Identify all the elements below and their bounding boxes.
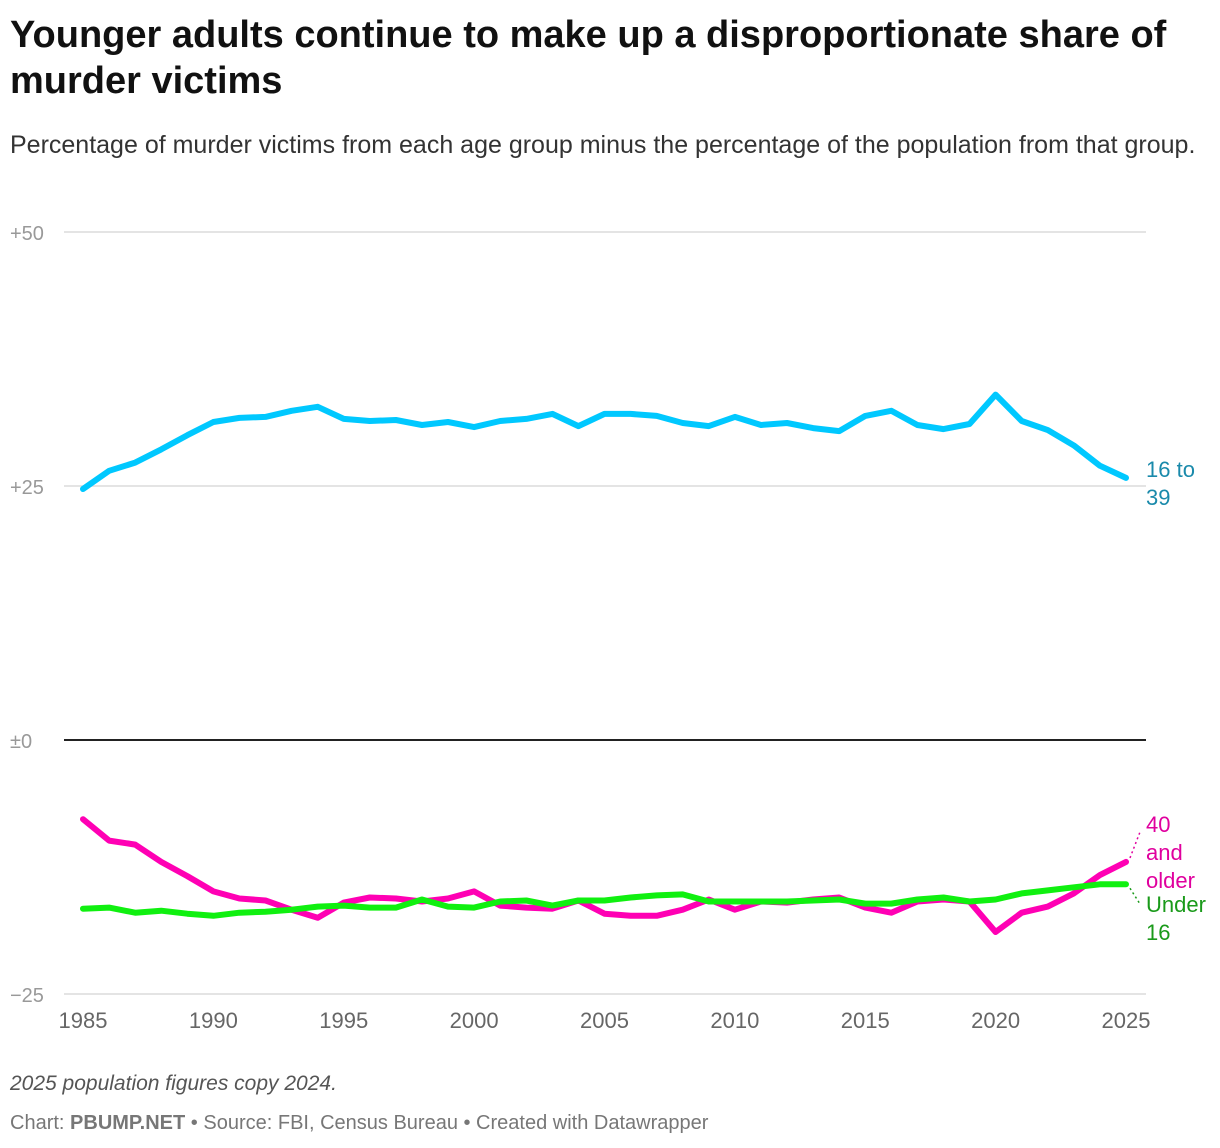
series-label-line: and <box>1146 840 1183 865</box>
x-tick-label: 2000 <box>450 1008 499 1033</box>
label-connector-under-16 <box>1129 887 1141 905</box>
series-label-line: Under <box>1146 892 1206 917</box>
y-tick-label: +25 <box>10 477 44 499</box>
x-tick-label: 2010 <box>710 1008 759 1033</box>
series-lines <box>80 391 1129 935</box>
series-label-line: older <box>1146 868 1195 893</box>
x-tick-label: 1990 <box>189 1008 238 1033</box>
credit-prefix: Chart: <box>10 1112 71 1134</box>
x-tick-label: 2005 <box>580 1008 629 1033</box>
footnote: 2025 population figures copy 2024. <box>10 1072 337 1095</box>
y-tick-label: +50 <box>10 223 44 245</box>
series-label-16-to-39: 16 to 39 <box>1146 457 1195 510</box>
series-label-line: 16 <box>1146 920 1170 945</box>
credit-line: Chart: PBUMP.NET • Source: FBI, Census B… <box>10 1112 708 1135</box>
series-line-under-16 <box>80 881 1129 919</box>
series-line-16-to-39 <box>80 391 1129 492</box>
credit-source: • Source: FBI, Census Bureau • Created w… <box>185 1112 709 1134</box>
x-tick-label: 2025 <box>1102 1008 1151 1033</box>
x-tick-label: 2015 <box>841 1008 890 1033</box>
grid-lines <box>64 231 1146 995</box>
credit-author: PBUMP.NET <box>70 1112 186 1134</box>
x-tick-label: 1985 <box>59 1008 108 1033</box>
x-tick-label: 2020 <box>971 1008 1020 1033</box>
series-label-line: 39 <box>1146 485 1170 510</box>
y-tick-label: −25 <box>10 985 44 1007</box>
chart-subtitle: Percentage of murder victims from each a… <box>10 131 1196 159</box>
series-label-line: 40 <box>1146 812 1170 837</box>
line-chart: +50 +25 ±0 −25 1985 1990 1995 2000 2005 2010 2015… <box>10 223 1206 1033</box>
series-label-line: 16 to <box>1146 457 1195 482</box>
y-tick-label: ±0 <box>10 731 32 753</box>
label-connector-40-and-older <box>1129 831 1141 859</box>
y-axis-ticks: +50 +25 ±0 −25 <box>10 223 44 1007</box>
chart-title: Younger adults continue to make up a dis… <box>10 14 1167 102</box>
series-label-under-16: Under 16 <box>1146 892 1206 945</box>
x-tick-label: 1995 <box>319 1008 368 1033</box>
series-label-40-and-older: 40 and older <box>1146 812 1195 893</box>
x-axis-ticks: 1985 1990 1995 2000 2005 2010 2015 2020 2025 <box>59 1008 1151 1033</box>
